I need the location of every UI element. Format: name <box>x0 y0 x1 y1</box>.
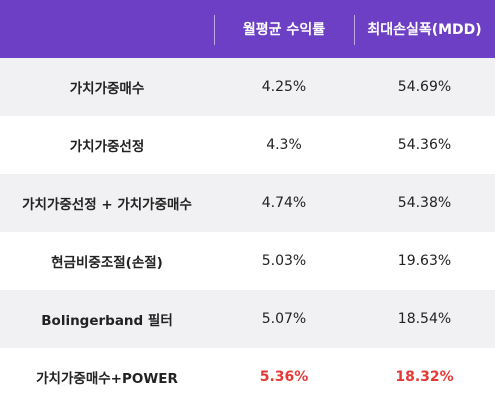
strategy-name: 가치가중선정 <box>69 139 145 155</box>
strategy-name: 가치가중매수+POWER <box>36 371 178 387</box>
table-row: 가치가중선정 + 가치가중매수 4.74% 54.38% <box>0 174 495 232</box>
strategy-name: 가치가중선정 + 가치가중매수 <box>22 197 192 213</box>
mdd-value: 54.38% <box>397 195 452 211</box>
table-row-highlighted: 가치가중매수+POWER 5.36% 18.32% <box>0 348 495 406</box>
table-header: 월평균 수익률 최대손실폭(MDD) <box>0 0 495 58</box>
header-strategy <box>0 0 214 58</box>
table-row: 가치가중매수 4.25% 54.69% <box>0 58 495 116</box>
mdd-value: 18.54% <box>397 311 452 327</box>
header-mdd: 최대손실폭(MDD) <box>354 0 495 58</box>
strategy-name: 가치가중매수 <box>69 81 145 97</box>
monthly-return-value: 4.3% <box>266 137 302 153</box>
mdd-value: 54.69% <box>397 79 452 95</box>
monthly-return-value-highlight: 5.36% <box>259 369 309 385</box>
monthly-return-value: 5.03% <box>261 253 307 269</box>
strategy-name: 현금비중조절(손절) <box>51 255 163 271</box>
monthly-return-value: 4.74% <box>261 195 307 211</box>
header-monthly-return: 월평균 수익률 <box>214 0 354 58</box>
table-body: 가치가중매수 4.25% 54.69% 가치가중선정 4.3% 54.36% 가… <box>0 58 495 406</box>
strategy-name: Bolingerband 필터 <box>41 313 173 329</box>
monthly-return-value: 5.07% <box>261 311 307 327</box>
table-row: 현금비중조절(손절) 5.03% 19.63% <box>0 232 495 290</box>
table-row: Bolingerband 필터 5.07% 18.54% <box>0 290 495 348</box>
mdd-value-highlight: 18.32% <box>395 369 454 385</box>
mdd-value: 54.36% <box>397 137 452 153</box>
monthly-return-value: 4.25% <box>261 79 307 95</box>
table-row: 가치가중선정 4.3% 54.36% <box>0 116 495 174</box>
mdd-value: 19.63% <box>397 253 452 269</box>
